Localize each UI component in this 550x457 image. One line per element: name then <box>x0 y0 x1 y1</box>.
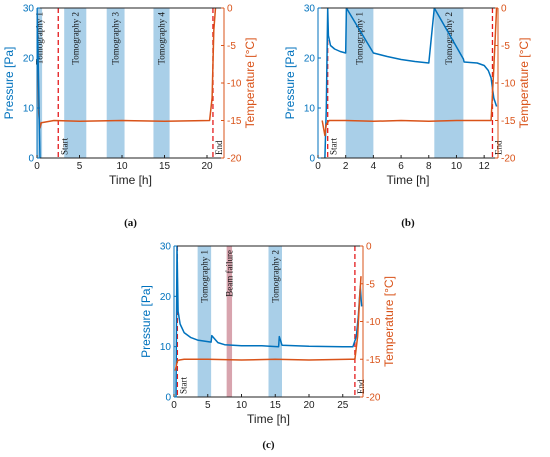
x-tick-label: 0 <box>34 161 40 172</box>
y-left-tick-label: 20 <box>304 54 316 65</box>
y-right-tick-label: -5 <box>501 41 510 52</box>
y-right-tick-label: -20 <box>227 154 242 165</box>
x-tick-label: 8 <box>426 161 432 172</box>
panel-caption: (c) <box>262 439 275 451</box>
y-left-tick-label: 10 <box>304 104 316 115</box>
panel-caption: (a) <box>124 217 137 229</box>
y-left-tick-label: 10 <box>23 104 35 115</box>
y-right-tick-label: -10 <box>501 79 516 90</box>
y-right-tick-label: -15 <box>227 116 242 127</box>
y-right-tick-label: -15 <box>366 355 381 366</box>
temperature-series <box>37 8 217 129</box>
x-tick-label: 2 <box>343 161 349 172</box>
x-tick-label: 10 <box>236 400 248 411</box>
band-label-3: Tomography 2 <box>270 250 280 303</box>
temperature-series <box>174 276 362 371</box>
y-right-tick-label: -10 <box>227 79 242 90</box>
y-right-tick-label: 0 <box>227 4 233 15</box>
y-right-tick-label: 0 <box>501 4 507 15</box>
y-left-tick-label: 10 <box>160 342 172 353</box>
y-right-tick-label: -15 <box>501 116 516 127</box>
y-left-axis-label: Pressure [Pa] <box>283 47 297 120</box>
band-label-4: Tomography 4 <box>157 12 167 65</box>
y-left-tick-label: 0 <box>309 154 315 165</box>
y-left-tick-label: 30 <box>23 4 35 15</box>
y-left-tick-label: 0 <box>165 393 171 404</box>
band-label-2: Tomography 2 <box>70 12 80 65</box>
y-left-tick-label: 20 <box>160 292 172 303</box>
chart-panel-1: Tomography 1 Tomography 2 Tomography 3 Tomo… <box>2 4 257 230</box>
marker-label-start: Start <box>178 377 188 394</box>
band-label-1: Tomography 1 <box>199 250 209 303</box>
y-right-tick-label: -5 <box>366 279 375 290</box>
pressure-series <box>175 246 363 397</box>
x-tick-label: 15 <box>159 161 171 172</box>
x-tick-label: 5 <box>205 400 211 411</box>
band-label-2: Beam failure <box>224 250 234 297</box>
x-tick-label: 25 <box>337 400 349 411</box>
x-axis-label: Time [h] <box>387 173 430 187</box>
x-tick-label: 6 <box>398 161 404 172</box>
band-label-2: Tomography 2 <box>444 12 454 65</box>
y-right-axis-label: Temperature [°C] <box>243 38 257 129</box>
band-2 <box>226 246 233 397</box>
x-axis-label: Time [h] <box>109 173 152 187</box>
x-tick-label: 5 <box>77 161 83 172</box>
x-tick-label: 10 <box>451 161 463 172</box>
band-1 <box>345 8 374 158</box>
chart-panel-3: Tomography 1 Beam failure Tomography 2 Star… <box>139 242 396 452</box>
temperature-series <box>321 8 498 137</box>
y-right-tick-label: -20 <box>366 393 381 404</box>
y-right-axis-label: Temperature [°C] <box>382 276 396 367</box>
y-right-tick-label: -10 <box>366 317 381 328</box>
y-left-axis-label: Pressure [Pa] <box>2 47 16 120</box>
marker-label-start: Start <box>59 138 69 155</box>
x-tick-label: 10 <box>116 161 128 172</box>
y-left-tick-label: 30 <box>160 242 172 253</box>
panel-caption: (b) <box>401 217 415 229</box>
y-left-tick-label: 20 <box>23 54 35 65</box>
x-tick-label: 0 <box>315 161 321 172</box>
x-tick-label: 4 <box>371 161 377 172</box>
x-tick-label: 20 <box>201 161 213 172</box>
x-axis-label: Time [h] <box>247 412 290 426</box>
band-label-1: Tomography 1 <box>355 12 365 65</box>
y-right-tick-label: -5 <box>227 41 236 52</box>
x-tick-label: 12 <box>479 161 491 172</box>
x-tick-label: 20 <box>303 400 315 411</box>
y-right-tick-label: 0 <box>366 242 372 253</box>
band-label-1: Tomography 1 <box>35 12 45 65</box>
marker-label-end: End <box>214 140 224 155</box>
pressure-series <box>324 8 498 158</box>
x-tick-label: 0 <box>171 400 177 411</box>
marker-label-start: Start <box>329 138 339 155</box>
band-1 <box>37 8 43 158</box>
y-right-axis-label: Temperature [°C] <box>517 38 531 129</box>
marker-label-end: End <box>356 379 366 394</box>
y-left-tick-label: 0 <box>28 154 34 165</box>
y-left-tick-label: 30 <box>304 4 316 15</box>
band-label-3: Tomography 3 <box>111 12 121 65</box>
y-right-tick-label: -20 <box>501 154 516 165</box>
x-tick-label: 15 <box>270 400 282 411</box>
y-left-axis-label: Pressure [Pa] <box>139 285 153 358</box>
